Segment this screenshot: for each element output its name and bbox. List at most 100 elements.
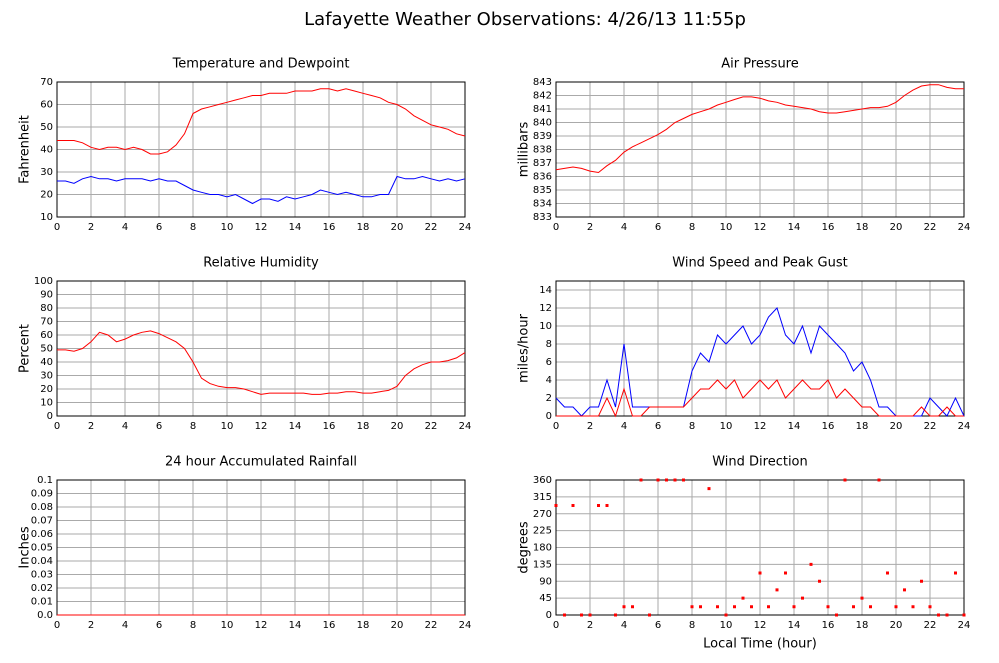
x-tick-label: 0 [553, 421, 559, 432]
chart-title: Wind Direction [712, 455, 808, 470]
x-tick-label: 24 [459, 620, 472, 631]
x-tick-label: 22 [425, 222, 438, 233]
y-axis-label: Percent [18, 324, 33, 373]
x-tick-label: 4 [122, 620, 128, 631]
data-point [597, 504, 600, 507]
data-point [707, 487, 711, 491]
y-tick-label: 60 [40, 100, 53, 111]
data-point [767, 605, 770, 609]
x-tick-label: 4 [122, 421, 128, 432]
data-point [826, 605, 830, 609]
y-tick-label: 50 [40, 344, 53, 355]
x-tick-label: 12 [255, 421, 268, 432]
x-tick-label: 22 [425, 421, 438, 432]
data-point [588, 613, 592, 617]
x-tick-label: 22 [924, 620, 937, 631]
y-tick-label: 30 [40, 167, 53, 178]
x-tick-label: 8 [689, 620, 695, 631]
chart-title: Wind Speed and Peak Gust [672, 256, 847, 271]
plot-frame [555, 280, 965, 417]
data-point [622, 605, 626, 609]
y-tick-label: 10 [539, 321, 552, 332]
x-tick-label: 2 [587, 620, 593, 631]
y-tick-label: 840 [533, 118, 552, 129]
x-tick-label: 16 [822, 620, 835, 631]
data-point [937, 613, 940, 617]
data-point [886, 571, 889, 575]
data-point [818, 579, 821, 583]
x-tick-label: 18 [856, 421, 869, 432]
y-tick-label: 70 [40, 317, 53, 328]
data-point [843, 478, 847, 482]
data-point [631, 605, 634, 609]
y-tick-label: 90 [40, 290, 53, 301]
y-axis-label: millibars [517, 122, 532, 178]
x-tick-label: 18 [357, 620, 370, 631]
x-axis-label: Local Time (hour) [703, 637, 817, 652]
data-point [571, 504, 575, 507]
y-tick-label: 20 [40, 384, 53, 395]
x-tick-label: 8 [190, 222, 196, 233]
y-tick-label: 135 [533, 559, 552, 570]
plot-frame [555, 81, 965, 218]
x-tick-label: 24 [459, 421, 472, 432]
x-tick-label: 18 [357, 421, 370, 432]
y-tick-label: 0 [546, 411, 552, 422]
x-tick-label: 22 [425, 620, 438, 631]
x-tick-label: 14 [788, 620, 801, 631]
data-point [877, 478, 881, 482]
y-tick-label: 0.06 [31, 529, 53, 540]
x-tick-label: 20 [890, 421, 903, 432]
data-point [894, 605, 898, 609]
y-tick-label: 0.08 [31, 502, 53, 513]
y-tick-label: 835 [533, 185, 552, 196]
y-tick-label: 180 [533, 543, 552, 554]
x-tick-label: 6 [156, 421, 162, 432]
data-point [648, 613, 651, 617]
x-tick-label: 0 [54, 421, 60, 432]
y-tick-label: 0.0 [37, 610, 53, 621]
y-tick-label: 12 [539, 303, 552, 314]
data-point [724, 613, 728, 617]
x-tick-label: 12 [754, 620, 767, 631]
y-tick-label: 10 [40, 212, 53, 223]
data-point [852, 605, 855, 609]
plot-frame [56, 280, 466, 417]
x-tick-label: 20 [391, 421, 404, 432]
x-tick-label: 6 [156, 222, 162, 233]
y-tick-label: 14 [539, 285, 552, 296]
data-point [911, 605, 915, 609]
data-point [903, 588, 906, 592]
data-point [809, 562, 813, 566]
data-point [741, 596, 745, 600]
x-tick-label: 20 [890, 620, 903, 631]
data-point [673, 478, 677, 482]
x-tick-label: 18 [856, 222, 869, 233]
plot-frame [555, 479, 965, 616]
page-title: Lafayette Weather Observations: 4/26/13 … [304, 9, 746, 30]
x-tick-label: 12 [754, 421, 767, 432]
y-tick-label: 40 [40, 357, 53, 368]
y-axis-label: miles/hour [517, 313, 532, 382]
data-line [57, 175, 466, 205]
y-tick-label: 0.1 [37, 475, 53, 486]
data-point [580, 613, 583, 617]
data-line [555, 84, 964, 174]
y-tick-label: 842 [533, 91, 552, 102]
x-tick-label: 16 [323, 421, 336, 432]
x-tick-label: 10 [221, 222, 234, 233]
x-tick-label: 14 [788, 421, 801, 432]
y-tick-label: 837 [533, 158, 552, 169]
x-tick-label: 2 [587, 222, 593, 233]
data-point [962, 613, 966, 617]
x-tick-label: 6 [655, 620, 661, 631]
data-point [614, 613, 617, 617]
y-tick-label: 20 [40, 190, 53, 201]
y-tick-label: 50 [40, 122, 53, 133]
x-tick-label: 10 [720, 620, 733, 631]
chart-title: Air Pressure [721, 57, 799, 72]
data-line [556, 379, 964, 418]
x-tick-label: 4 [122, 222, 128, 233]
y-tick-label: 0.05 [31, 543, 53, 554]
